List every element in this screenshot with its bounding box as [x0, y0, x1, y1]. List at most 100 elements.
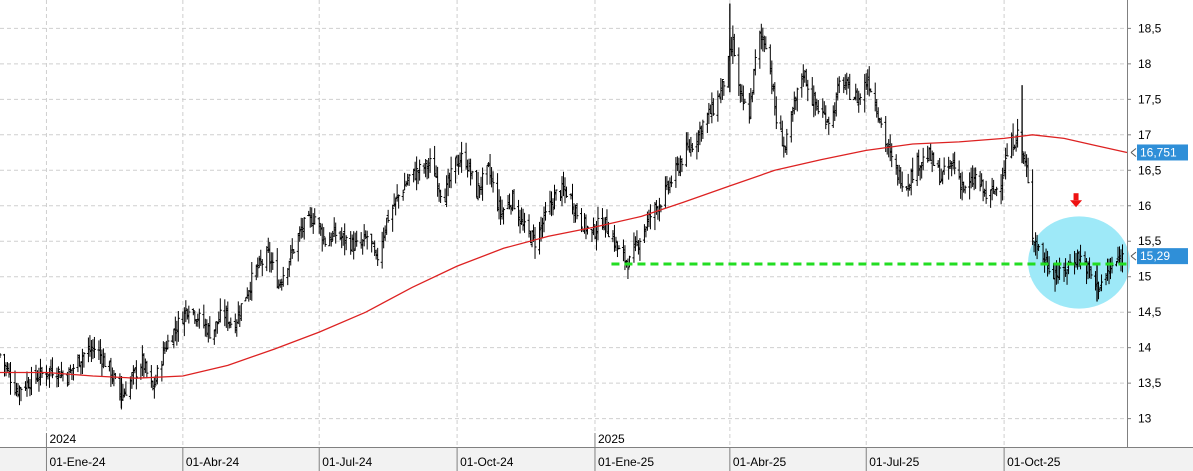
ohlc-bar	[197, 308, 201, 329]
y-tick-label: 16	[1138, 199, 1152, 213]
ohlc-bar	[0, 352, 2, 359]
ohlc-bar	[627, 255, 631, 268]
ohlc-bar	[575, 203, 579, 220]
ohlc-bar	[816, 99, 820, 115]
ohlc-bar	[879, 117, 883, 128]
ohlc-bar	[533, 227, 537, 259]
ohlc-bar	[191, 308, 195, 316]
ohlc-bar	[938, 157, 942, 186]
ohlc-bar	[579, 208, 583, 233]
ohlc-bar	[50, 357, 54, 379]
ohlc-bar	[302, 217, 306, 240]
ohlc-bar	[659, 204, 663, 213]
ohlc-bar	[370, 233, 374, 253]
y-tick-label: 16,5	[1138, 163, 1162, 177]
ohlc-bar	[614, 236, 618, 252]
y-tick-label: 18	[1138, 57, 1152, 71]
ohlc-bar	[428, 148, 432, 173]
price-badge: 16,751	[1130, 144, 1188, 161]
year-label: 2025	[598, 432, 625, 446]
x-tick-label: 01-Jul-25	[869, 455, 919, 469]
ohlc-bar	[690, 143, 694, 153]
ohlc-bar	[932, 152, 936, 166]
ohlc-bar	[638, 238, 642, 261]
y-tick-label: 13,5	[1138, 376, 1162, 390]
x-axis-band	[0, 447, 1193, 471]
price-badges: 16,751 15,29	[1130, 144, 1188, 265]
ohlc-bar	[355, 230, 359, 247]
ohlc-bar	[292, 249, 296, 254]
ohlc-bar	[743, 98, 747, 103]
ohlc-bar	[365, 230, 369, 250]
down-arrow-icon	[1070, 193, 1083, 208]
ohlc-bar	[92, 336, 96, 359]
ohlc-bar	[56, 366, 60, 388]
ohlc-bar	[995, 186, 999, 197]
ohlc-bar	[911, 157, 915, 184]
ohlc-bar	[921, 147, 925, 171]
ohlc-bar	[1047, 256, 1051, 275]
ohlc-bar	[512, 189, 516, 210]
ohlc-bar	[134, 360, 138, 390]
ohlc-bar	[239, 303, 243, 322]
ohlc-bar	[741, 85, 745, 111]
ohlc-bar	[317, 217, 321, 234]
ohlc-bar	[391, 204, 395, 232]
ohlc-bar	[313, 208, 317, 225]
ohlc-bar	[701, 119, 705, 139]
ohlc-bar	[648, 204, 652, 230]
y-tick-label: 15	[1138, 270, 1152, 284]
ohlc-bar	[617, 245, 621, 250]
y-tick-label: 15,5	[1138, 234, 1162, 248]
ohlc-bar	[323, 237, 327, 247]
x-tick-label: 01-Abr-25	[733, 455, 787, 469]
ohlc-bar	[215, 321, 219, 334]
ohlc-bar	[1100, 274, 1104, 292]
ohlc-bar	[401, 189, 405, 201]
y-tick-label: 18,5	[1138, 21, 1162, 35]
y-tick-label: 17	[1138, 128, 1152, 142]
ohlc-bar	[176, 311, 180, 342]
ohlc-bar	[491, 171, 495, 193]
ohlc-bar	[124, 381, 128, 396]
ohlc-bar	[229, 317, 233, 329]
y-tick-label: 13	[1138, 412, 1152, 426]
ohlc-bar	[753, 49, 757, 76]
price-badge: 15,29	[1130, 248, 1188, 265]
ohlc-bar	[942, 157, 946, 175]
ohlc-bar	[858, 93, 862, 105]
x-axis-ticks: 01-Ene-24 01-Abr-24 01-Jul-24 01-Oct-24 01-E…	[45, 432, 1061, 471]
ohlc-bar	[732, 33, 736, 57]
x-tick-label: 01-Abr-24	[186, 455, 240, 469]
ohlc-bar	[900, 171, 904, 192]
badge-box	[1137, 248, 1188, 265]
y-axis-ticks: 13 13,5 14 14,5 15 15,5 16 16,5 17 17,5 18 18,5	[1127, 21, 1162, 426]
ohlc-bar	[974, 167, 978, 189]
ohlc-bar	[439, 189, 443, 204]
ohlc-bar	[1031, 169, 1035, 246]
ohlc-bar	[984, 180, 988, 204]
x-tick-label: 01-Jul-24	[322, 455, 372, 469]
ohlc-bar	[322, 227, 326, 245]
badge-pointer-icon	[1130, 148, 1137, 157]
ohlc-bar	[145, 360, 149, 379]
ohlc-bar	[837, 76, 841, 94]
year-label: 2024	[49, 432, 76, 446]
ohlc-bar	[407, 173, 411, 186]
ohlc-bar	[418, 159, 422, 181]
ohlc-bar	[344, 235, 348, 251]
ohlc-bar	[502, 207, 506, 225]
ohlc-bar	[596, 206, 600, 241]
ohlc-bar	[386, 209, 390, 223]
badge-label: 16,751	[1140, 145, 1177, 159]
ohlc-bar	[476, 171, 480, 201]
x-tick-label: 01-Oct-25	[1007, 455, 1061, 469]
ohlc-bar	[963, 185, 967, 194]
ohlc-bar	[152, 376, 156, 399]
ohlc-bar	[554, 189, 558, 201]
ohlc-bar	[481, 167, 485, 201]
ohlc-bar	[978, 171, 982, 192]
ohlc-bar	[281, 266, 285, 287]
ohlc-bar	[1001, 167, 1005, 201]
badge-label: 15,29	[1140, 249, 1170, 263]
